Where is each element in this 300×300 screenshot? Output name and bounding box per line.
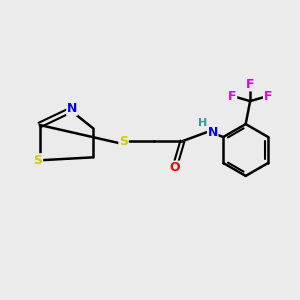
Text: N: N xyxy=(67,102,77,115)
Text: F: F xyxy=(246,78,254,91)
Text: H: H xyxy=(198,118,208,128)
Text: N: N xyxy=(208,126,218,139)
Text: S: S xyxy=(119,135,128,148)
Text: O: O xyxy=(170,161,180,174)
Text: S: S xyxy=(34,154,43,167)
Text: F: F xyxy=(263,90,272,103)
Text: F: F xyxy=(228,90,237,103)
